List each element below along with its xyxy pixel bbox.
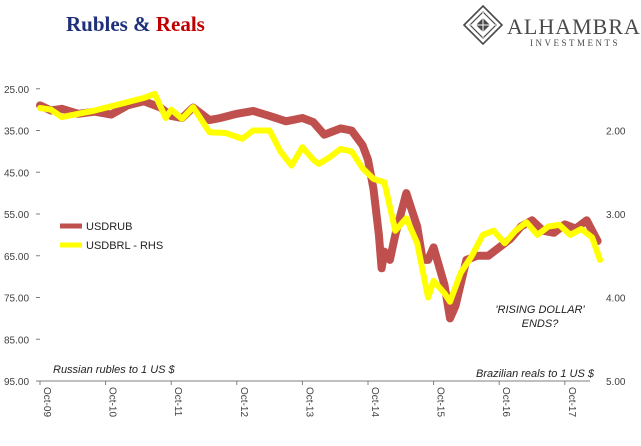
- right-tick-label: 4.00: [606, 294, 626, 305]
- x-tick-label: Oct-16: [500, 387, 511, 417]
- x-axis: Oct-09 Oct-10 Oct-11 Oct-12 Oct-13 Oct-14 Oct-…: [39, 381, 577, 417]
- legend: USDRUB USDBRL - RHS: [60, 221, 163, 252]
- x-tick-label: Oct-17: [566, 387, 577, 417]
- left-tick-label: 25.00: [4, 85, 29, 96]
- annotation-rising-dollar: 'RISING DOLLAR': [495, 304, 585, 316]
- left-tick-label: 35.00: [4, 127, 29, 138]
- right-tick-label: 3.00: [606, 210, 626, 221]
- right-axis: 2.00 3.00 4.00 5.00: [606, 127, 626, 389]
- note-russian-rubles: Russian rubles to 1 US $: [53, 364, 176, 376]
- logo-diamond-icon: [462, 4, 504, 46]
- left-tick-label: 65.00: [4, 252, 29, 263]
- legend-label-usdrub: USDRUB: [86, 221, 132, 233]
- logo-subtitle: INVESTMENTS: [530, 38, 620, 48]
- x-tick-label: Oct-13: [303, 387, 314, 417]
- series-line-usdbrl: [37, 90, 603, 305]
- chart-title: Rubles & Reals: [66, 12, 205, 36]
- x-tick-label: Oct-10: [107, 387, 118, 417]
- left-tick-label: 75.00: [4, 294, 29, 305]
- right-tick-label: 5.00: [606, 377, 626, 388]
- logo-name: ALHAMBRA: [507, 14, 641, 39]
- x-tick-label: Oct-15: [435, 387, 446, 417]
- left-tick-label: 45.00: [4, 168, 29, 179]
- left-tick-label: 85.00: [4, 335, 29, 346]
- x-tick-label: Oct-09: [41, 387, 52, 417]
- legend-label-usdbrl: USDBRL - RHS: [86, 240, 163, 252]
- series-line-usdrub: [36, 97, 602, 323]
- title-part-rubles: Rubles &: [66, 12, 156, 36]
- alhambra-logo: ALHAMBRA INVESTMENTS: [462, 4, 641, 48]
- x-tick-label: Oct-12: [238, 387, 249, 417]
- right-tick-label: 2.00: [606, 127, 626, 138]
- left-tick-label: 55.00: [4, 210, 29, 221]
- title-part-reals: Reals: [156, 12, 205, 36]
- left-axis: 25.00 35.00 45.00 55.00 65.00 75.00 85.00 95.00: [4, 85, 40, 388]
- note-brazilian-reals: Brazilian reals to 1 US $: [476, 368, 595, 380]
- annotation-ends: ENDS?: [522, 318, 560, 330]
- left-tick-label: 95.00: [4, 377, 29, 388]
- x-tick-label: Oct-14: [369, 387, 380, 417]
- x-tick-label: Oct-11: [172, 387, 183, 417]
